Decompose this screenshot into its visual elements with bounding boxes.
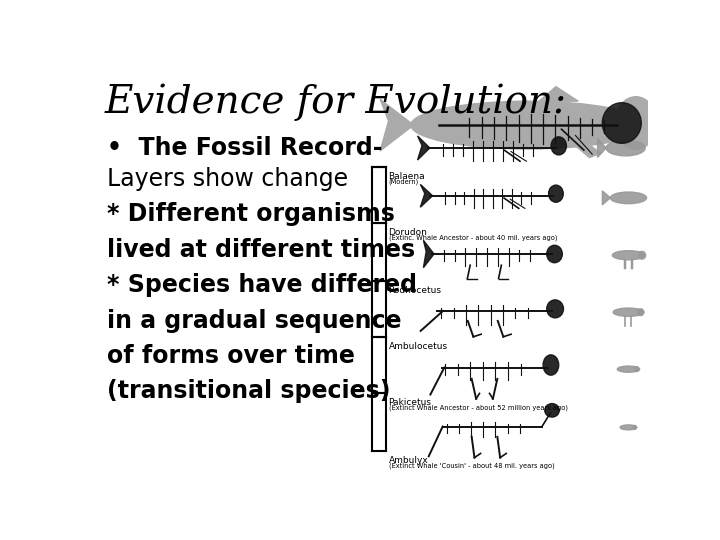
Text: Dorudon: Dorudon	[389, 228, 428, 237]
Text: (Extinct Whale Ancestor - about 52 million years ago): (Extinct Whale Ancestor - about 52 milli…	[389, 405, 567, 411]
Polygon shape	[418, 136, 430, 160]
Text: Ambulyx: Ambulyx	[389, 456, 428, 464]
Ellipse shape	[634, 426, 636, 429]
Ellipse shape	[613, 308, 644, 316]
Polygon shape	[420, 184, 433, 207]
Ellipse shape	[639, 251, 646, 259]
Ellipse shape	[546, 245, 562, 263]
Text: Balaena: Balaena	[389, 172, 425, 181]
Ellipse shape	[620, 425, 637, 430]
Ellipse shape	[411, 101, 645, 149]
Text: Ambulocetus: Ambulocetus	[389, 342, 448, 351]
Text: (Extinct Whale 'Cousin' - about 48 mil. years ago): (Extinct Whale 'Cousin' - about 48 mil. …	[389, 462, 554, 469]
Ellipse shape	[551, 137, 567, 155]
Polygon shape	[539, 86, 578, 101]
Ellipse shape	[546, 300, 564, 318]
Ellipse shape	[606, 140, 645, 156]
Ellipse shape	[612, 251, 644, 260]
Text: (Extinc. Whale Ancestor - about 40 mil. years ago): (Extinc. Whale Ancestor - about 40 mil. …	[389, 234, 557, 241]
Text: in a gradual sequence: in a gradual sequence	[107, 308, 401, 333]
Text: Pakicetus: Pakicetus	[389, 399, 431, 407]
Ellipse shape	[549, 185, 563, 202]
Text: Rodhocetus: Rodhocetus	[389, 286, 441, 295]
Polygon shape	[598, 138, 606, 158]
Text: (transitional species): (transitional species)	[107, 379, 390, 403]
Text: * Different organisms: * Different organisms	[107, 202, 395, 226]
Ellipse shape	[543, 355, 559, 375]
Polygon shape	[423, 240, 434, 268]
Text: Evidence for Evolution:: Evidence for Evolution:	[104, 84, 567, 121]
Polygon shape	[556, 127, 600, 158]
Ellipse shape	[615, 97, 657, 150]
Ellipse shape	[635, 367, 639, 372]
Ellipse shape	[545, 403, 559, 417]
Text: •  The Fossil Record-: • The Fossil Record-	[107, 136, 382, 160]
Polygon shape	[380, 99, 414, 151]
Ellipse shape	[638, 309, 644, 315]
Text: lived at different times: lived at different times	[107, 238, 415, 262]
Ellipse shape	[602, 103, 642, 143]
Text: * Species have differed: * Species have differed	[107, 273, 417, 297]
Ellipse shape	[617, 366, 639, 372]
Text: Layers show change: Layers show change	[107, 167, 348, 191]
Text: (Modern): (Modern)	[389, 178, 419, 185]
Polygon shape	[603, 191, 611, 205]
Ellipse shape	[611, 192, 647, 204]
Text: of forms over time: of forms over time	[107, 344, 355, 368]
